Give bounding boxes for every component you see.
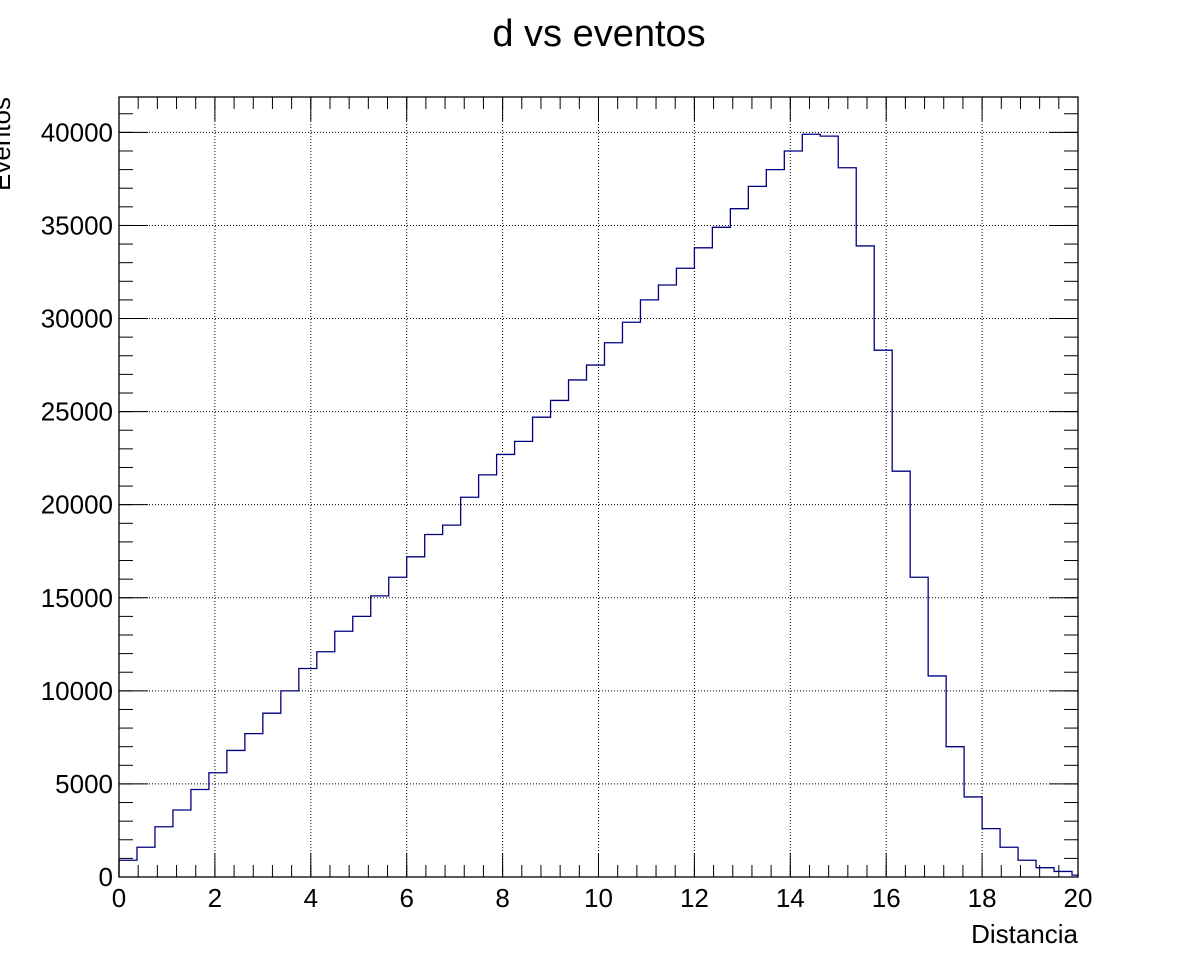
x-axis-tick-labels: 0 2 4 6 8 10 12 14 16 18 20	[112, 883, 1093, 913]
histogram-series-line	[118, 133, 1079, 877]
chart-title: d vs eventos	[492, 13, 705, 55]
x-tick-label: 0	[112, 883, 126, 913]
grid-lines	[119, 97, 1078, 877]
y-tick-label: 5000	[55, 769, 113, 799]
x-tick-label: 18	[968, 883, 997, 913]
y-tick-label: 20000	[41, 490, 113, 520]
x-axis-title: Distancia	[971, 919, 1078, 949]
y-tick-label: 25000	[41, 397, 113, 427]
x-tick-label: 2	[208, 883, 222, 913]
y-tick-label: 10000	[41, 676, 113, 706]
x-tick-label: 6	[399, 883, 413, 913]
y-axis-title: Eventos	[0, 97, 16, 191]
y-axis-tick-labels: 0 5000 10000 15000 20000 25000 30000 35000 40000	[41, 117, 113, 892]
y-tick-label: 40000	[41, 117, 113, 147]
y-tick-label: 30000	[41, 304, 113, 334]
x-tick-label: 4	[304, 883, 318, 913]
x-tick-label: 16	[872, 883, 901, 913]
x-tick-label: 14	[776, 883, 805, 913]
y-tick-label: 15000	[41, 583, 113, 613]
x-tick-label: 10	[584, 883, 613, 913]
x-tick-label: 12	[680, 883, 709, 913]
x-tick-label: 8	[495, 883, 509, 913]
y-tick-label: 0	[99, 862, 113, 892]
y-tick-label: 35000	[41, 210, 113, 240]
x-tick-label: 20	[1064, 883, 1093, 913]
axis-ticks	[118, 97, 1079, 878]
